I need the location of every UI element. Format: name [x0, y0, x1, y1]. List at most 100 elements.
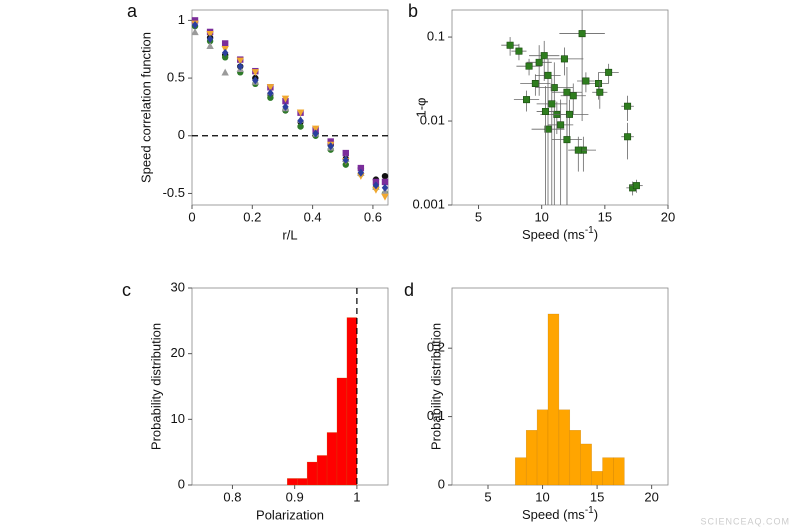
- point: [624, 133, 632, 141]
- histogram-bar: [515, 457, 527, 486]
- point: [574, 146, 582, 154]
- plot-frame: [451, 9, 669, 206]
- x-tick-label: 0: [188, 209, 195, 224]
- point: [540, 52, 548, 60]
- x-axis-label: Speed (ms-1): [522, 505, 598, 522]
- histogram-bar: [602, 457, 614, 486]
- point: [221, 54, 229, 61]
- histogram-bar: [525, 430, 538, 486]
- y-tick-label: 0.5: [167, 70, 185, 85]
- point: [191, 28, 199, 36]
- point: [525, 62, 533, 70]
- x-axis-label: Speed (ms-1): [522, 225, 598, 242]
- point: [535, 58, 543, 66]
- x-tick-label: 15: [590, 489, 604, 504]
- point: [506, 41, 514, 49]
- x-axis-label-part: ): [594, 507, 598, 522]
- x-tick-label: 15: [598, 209, 612, 224]
- point: [531, 79, 539, 87]
- y-tick-label: 0: [178, 476, 185, 491]
- histogram-bar: [558, 409, 571, 486]
- x-tick-label: 0.6: [364, 209, 382, 224]
- x-tick-label: 0.4: [304, 209, 322, 224]
- point: [191, 21, 199, 29]
- point: [381, 178, 389, 186]
- x-tick-label: 0.8: [223, 489, 241, 504]
- point: [563, 88, 571, 96]
- y-tick-label: -0.5: [163, 185, 185, 200]
- plot-frame: [191, 287, 389, 486]
- x-tick-label: 0.2: [243, 209, 261, 224]
- point: [560, 55, 568, 63]
- point: [357, 168, 365, 177]
- point: [569, 92, 577, 100]
- point: [342, 156, 349, 164]
- point: [206, 34, 214, 43]
- x-axis-label: r/L: [282, 227, 297, 242]
- y-tick-label: 0.01: [420, 112, 445, 127]
- point: [312, 129, 319, 138]
- point: [282, 102, 289, 111]
- point: [381, 172, 389, 180]
- y-axis-label: Probability distribution: [428, 323, 443, 450]
- point: [296, 109, 305, 117]
- y-tick-label: 0.001: [412, 196, 445, 211]
- y-tick-label: 0.1: [427, 408, 445, 423]
- x-axis-label-part: -1: [585, 505, 594, 516]
- point: [582, 77, 590, 85]
- point: [311, 125, 320, 133]
- x-axis-label: Polarization: [256, 507, 324, 522]
- point: [297, 123, 304, 130]
- point: [563, 136, 571, 144]
- x-tick-label: 5: [475, 209, 482, 224]
- panel-letter: b: [408, 1, 418, 21]
- y-tick-label: 0: [438, 476, 445, 491]
- point: [632, 182, 640, 190]
- point: [206, 42, 214, 49]
- point: [596, 88, 604, 96]
- point: [381, 183, 389, 192]
- x-tick-label: 1: [353, 489, 360, 504]
- histogram-bar: [591, 471, 603, 486]
- histogram-bar: [613, 457, 625, 486]
- point: [206, 31, 214, 38]
- panel-b: b 5 10 15 20 0.001 0.01 0.1 Speed (ms-1) 1-φ: [408, 1, 675, 243]
- point: [544, 125, 552, 133]
- y-axis-label: Probability distribution: [148, 323, 163, 450]
- x-axis-label-part: -1: [585, 225, 594, 236]
- point: [221, 48, 229, 57]
- plot-frame: [191, 9, 389, 206]
- histogram-bar: [346, 317, 358, 486]
- x-tick-label: 10: [535, 489, 549, 504]
- watermark: SCIENCEAQ.COM: [700, 516, 790, 526]
- point: [550, 84, 558, 92]
- y-axis-label: 1-φ: [413, 98, 428, 118]
- y-tick-label: 0: [178, 127, 185, 142]
- x-tick-label: 0.9: [286, 489, 304, 504]
- histogram-bar: [580, 443, 592, 486]
- point: [624, 102, 632, 110]
- point: [251, 69, 260, 77]
- point: [595, 79, 603, 87]
- point: [357, 164, 365, 172]
- panel-d: d 5 10 15 20 0 0.1 0.2 Speed (ms-1) Probability d…: [404, 280, 669, 522]
- point: [544, 71, 552, 79]
- histogram-bar: [536, 409, 549, 486]
- point: [557, 121, 565, 129]
- x-axis-label-part: Speed (ms: [522, 507, 585, 522]
- y-tick-label: 0.1: [427, 28, 445, 43]
- y-tick-label: 1: [178, 12, 185, 27]
- panel-letter: c: [122, 280, 131, 300]
- point: [523, 96, 531, 104]
- histogram-bar: [287, 478, 298, 486]
- y-tick-label: 0.2: [427, 340, 445, 355]
- x-axis-label-part: Speed (ms: [522, 227, 585, 242]
- point: [237, 62, 244, 71]
- histogram-bar: [296, 478, 308, 486]
- point: [297, 116, 304, 125]
- point: [515, 47, 523, 55]
- point: [548, 100, 556, 108]
